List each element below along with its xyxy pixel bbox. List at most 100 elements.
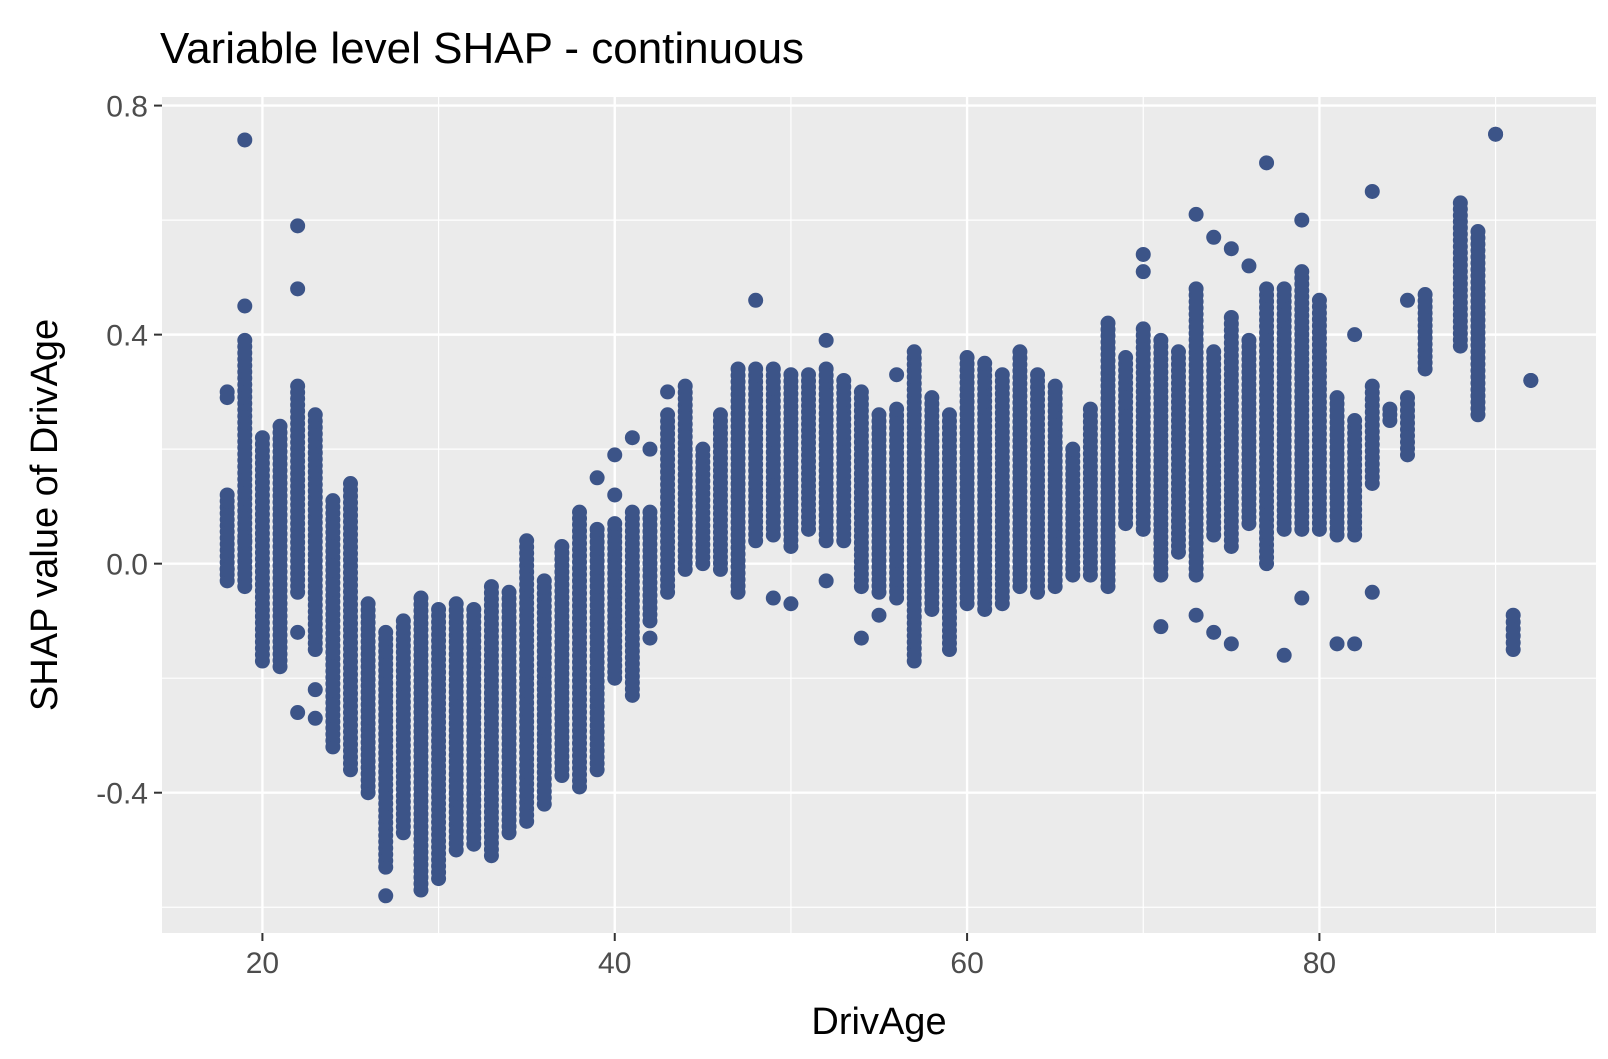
data-point <box>1276 281 1292 297</box>
data-point <box>977 355 993 371</box>
data-point <box>748 361 764 377</box>
data-point <box>624 430 640 446</box>
data-point <box>765 590 781 606</box>
data-point <box>307 407 323 423</box>
data-point <box>1188 281 1204 297</box>
data-point <box>624 504 640 520</box>
data-point <box>1294 212 1310 228</box>
y-axis-title: SHAP value of DrivAge <box>24 319 66 711</box>
data-point <box>1417 287 1433 303</box>
data-point <box>1311 292 1327 308</box>
data-point <box>307 710 323 726</box>
data-point <box>290 281 306 297</box>
data-point <box>395 613 411 629</box>
data-point <box>730 361 746 377</box>
data-point <box>906 344 922 360</box>
data-point <box>483 579 499 595</box>
data-point <box>677 378 693 394</box>
data-point <box>237 533 253 549</box>
data-point <box>783 367 799 383</box>
data-point <box>272 418 288 434</box>
data-point <box>1241 332 1257 348</box>
data-point <box>1153 332 1169 348</box>
data-point <box>413 590 429 606</box>
data-point <box>1118 350 1134 366</box>
data-point <box>1188 206 1204 222</box>
data-point <box>360 596 376 612</box>
data-point <box>660 384 676 400</box>
data-point <box>554 538 570 554</box>
data-point <box>1259 281 1275 297</box>
data-point <box>307 682 323 698</box>
data-point <box>712 407 728 423</box>
y-tick-label: 0.8 <box>106 91 148 124</box>
data-point <box>889 401 905 417</box>
y-tick-label: 0.0 <box>106 549 148 582</box>
data-point <box>1400 390 1416 406</box>
data-point <box>1329 390 1345 406</box>
data-point <box>765 361 781 377</box>
data-point <box>1523 372 1539 388</box>
data-point <box>448 596 464 612</box>
data-point <box>959 350 975 366</box>
data-point <box>237 132 253 148</box>
data-point <box>466 601 482 617</box>
data-point <box>1329 636 1345 652</box>
data-point <box>519 533 535 549</box>
data-point <box>801 367 817 383</box>
data-point <box>325 493 341 509</box>
data-point <box>1153 619 1169 635</box>
data-point <box>1364 378 1380 394</box>
data-point <box>660 407 676 423</box>
data-point <box>1347 413 1363 429</box>
data-point <box>1135 264 1151 280</box>
data-point <box>642 630 658 646</box>
x-tick-label: 80 <box>1303 947 1336 980</box>
y-tick-label: 0.4 <box>106 320 148 353</box>
data-point <box>589 470 605 486</box>
data-point <box>237 298 253 314</box>
data-point <box>1206 344 1222 360</box>
data-point <box>1364 584 1380 600</box>
data-point <box>1082 401 1098 417</box>
x-axis-ticks: 20 40 60 80 <box>246 933 1336 980</box>
data-point <box>1400 292 1416 308</box>
data-point <box>290 624 306 640</box>
data-point <box>1294 590 1310 606</box>
data-point <box>836 372 852 388</box>
data-point <box>1206 229 1222 245</box>
data-point <box>1223 241 1239 257</box>
data-points <box>219 126 1539 904</box>
data-point <box>941 407 957 423</box>
data-point <box>1047 378 1063 394</box>
data-point <box>1065 441 1081 457</box>
data-point <box>695 441 711 457</box>
data-point <box>994 367 1010 383</box>
x-tick-label: 20 <box>246 947 279 980</box>
data-point <box>572 504 588 520</box>
y-axis-ticks: -0.4 0.0 0.4 0.8 <box>96 91 162 811</box>
data-point <box>1294 264 1310 280</box>
data-point <box>536 573 552 589</box>
data-point <box>818 573 834 589</box>
data-point <box>1223 309 1239 325</box>
data-point <box>290 378 306 394</box>
x-axis-title: DrivAge <box>811 1001 946 1043</box>
data-point <box>607 447 623 463</box>
y-tick-label: -0.4 <box>96 778 148 811</box>
data-point <box>1276 647 1292 663</box>
data-point <box>1135 321 1151 337</box>
data-point <box>1488 126 1504 142</box>
data-point <box>589 521 605 537</box>
data-point <box>1206 624 1222 640</box>
data-point <box>1347 636 1363 652</box>
data-point <box>871 407 887 423</box>
data-point <box>783 596 799 612</box>
data-point <box>290 218 306 234</box>
data-point <box>290 705 306 721</box>
chart-title: Variable level SHAP - continuous <box>160 24 804 73</box>
data-point <box>889 367 905 383</box>
data-point <box>1188 607 1204 623</box>
data-point <box>818 332 834 348</box>
